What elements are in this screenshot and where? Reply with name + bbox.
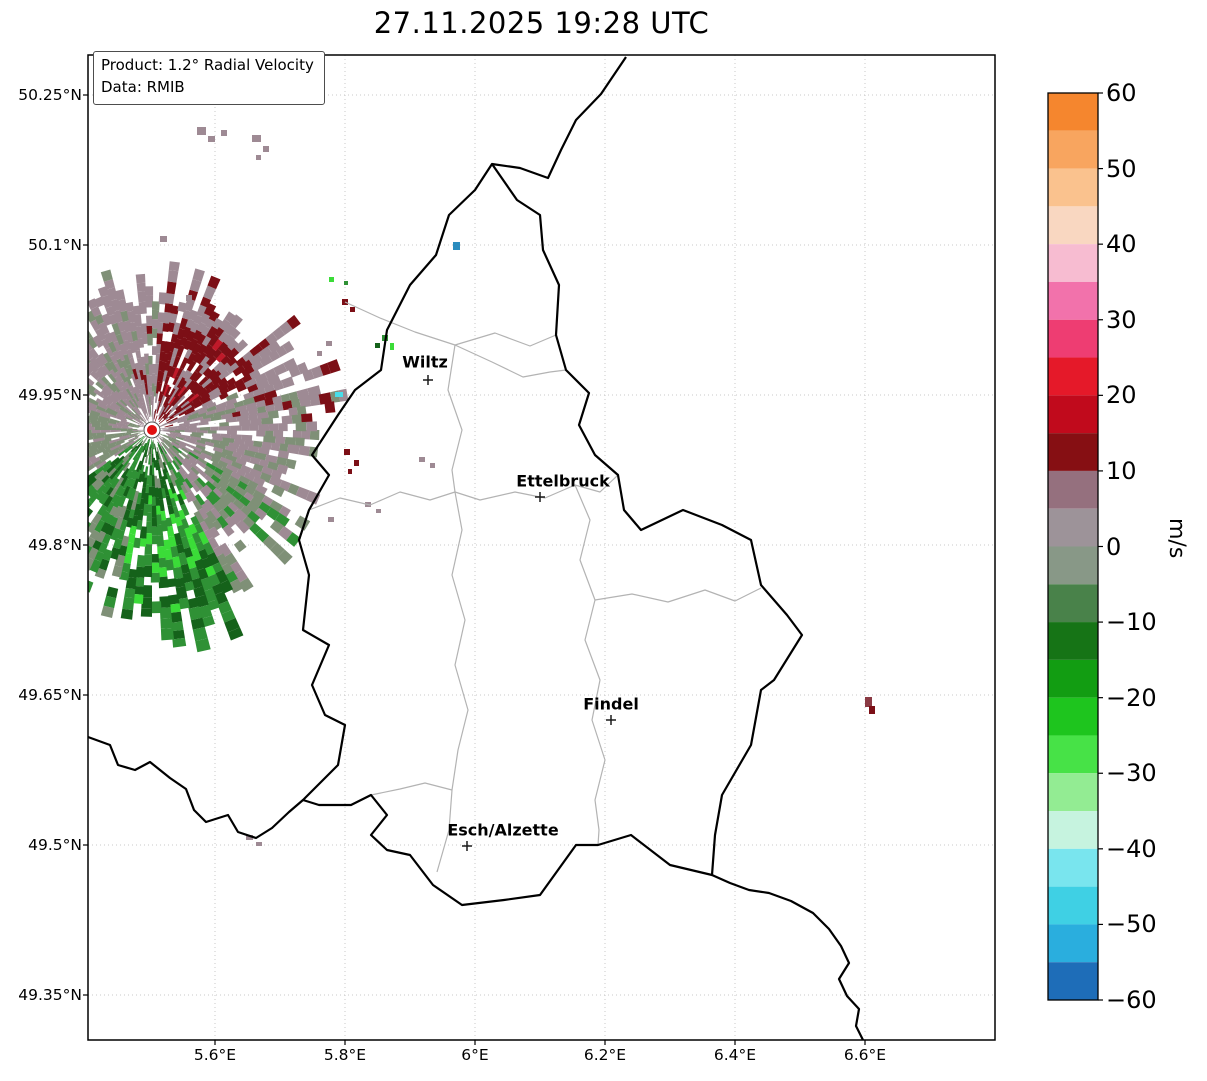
axis-ticks — [83, 94, 866, 1045]
y-tick-label: 49.65°N — [18, 686, 82, 704]
city-label: Esch/Alzette — [447, 820, 559, 840]
colorbar-tick-label: −50 — [1106, 910, 1157, 939]
x-tick-label: 6°E — [461, 1046, 489, 1064]
colorbar-tick-label: 10 — [1106, 456, 1137, 485]
y-tick-label: 49.95°N — [18, 386, 82, 404]
x-tick-label: 5.6°E — [193, 1046, 237, 1064]
colorbar-tick-label: 60 — [1106, 79, 1137, 107]
chart-title: 27.11.2025 19:28 UTC — [373, 6, 710, 40]
x-tick-label: 6.6°E — [843, 1046, 887, 1064]
x-tick-label: 6.2°E — [583, 1046, 627, 1064]
plot-border — [87, 54, 996, 1041]
radar-echo-layer — [88, 261, 349, 653]
city-label: Ettelbruck — [516, 471, 610, 491]
x-tick-label: 6.4°E — [713, 1046, 757, 1064]
colorbar-tick-label: 50 — [1106, 154, 1137, 183]
x-tick-label: 5.8°E — [323, 1046, 367, 1064]
y-tick-label: 49.5°N — [28, 836, 82, 854]
district-borders — [308, 301, 762, 873]
colorbar-tick-label: 0 — [1106, 532, 1122, 561]
y-tick-label: 50.1°N — [28, 236, 82, 254]
city-label: Findel — [583, 694, 639, 714]
colorbar-tick-label: −30 — [1106, 759, 1157, 788]
colorbar — [1047, 92, 1103, 1001]
country-borders — [87, 56, 864, 1041]
radar-site-marker — [143, 421, 161, 439]
colorbar-tick-label: −40 — [1106, 834, 1157, 863]
colorbar-tick-label: −10 — [1106, 608, 1157, 637]
data-source-label: Data: RMIB — [101, 77, 185, 96]
city-markers — [423, 375, 616, 851]
colorbar-tick-label: 30 — [1106, 305, 1137, 334]
y-tick-label: 49.8°N — [28, 536, 82, 554]
colorbar-tick-label: −60 — [1106, 986, 1157, 1014]
colorbar-unit-label: m/s — [1164, 518, 1189, 559]
product-label: Product: 1.2° Radial Velocity — [101, 56, 314, 74]
y-tick-label: 49.35°N — [18, 986, 82, 1004]
colorbar-tick-label: 40 — [1106, 230, 1137, 259]
colorbar-tick-label: −20 — [1106, 683, 1157, 712]
y-tick-label: 50.25°N — [18, 86, 82, 104]
colorbar-tick-label: 20 — [1106, 381, 1137, 410]
gridlines — [88, 55, 995, 1040]
product-info-box: Product: 1.2° Radial Velocity Data: RMIB — [93, 51, 325, 105]
city-label: Wiltz — [402, 352, 448, 372]
